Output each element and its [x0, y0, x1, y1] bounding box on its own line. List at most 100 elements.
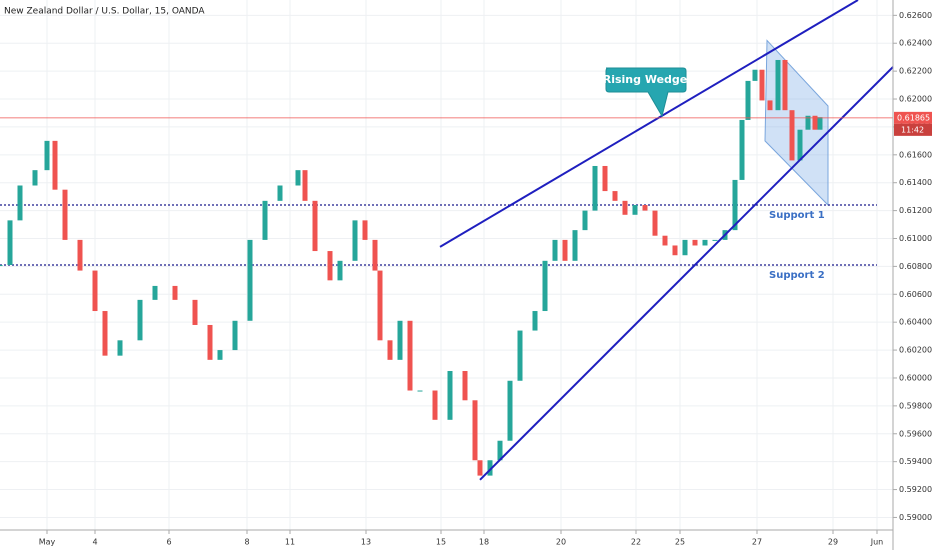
- chart-title: New Zealand Dollar / U.S. Dollar, 15, OA…: [4, 7, 205, 17]
- y-tick-label: 0.60600: [899, 290, 932, 299]
- candle: [562, 239, 568, 261]
- x-tick-label: May: [39, 538, 56, 547]
- candle: [732, 179, 738, 231]
- candle: [44, 140, 50, 171]
- candle: [7, 220, 13, 265]
- y-tick-label: 0.61400: [899, 178, 932, 187]
- x-tick-label: 25: [675, 538, 685, 547]
- candle: [507, 380, 513, 441]
- x-tick-label: 29: [828, 538, 838, 547]
- candle: [377, 270, 383, 341]
- y-tick-label: 0.61200: [899, 206, 932, 215]
- candle: [702, 239, 708, 246]
- axes: 0.59000 0.59200 0.59400 0.59600 0.59800 0.600…: [39, 11, 932, 547]
- candle: [532, 311, 538, 331]
- candle: [672, 245, 678, 256]
- y-tick-label: 0.60800: [899, 262, 932, 271]
- candle: [622, 200, 628, 215]
- y-tick-label: 0.59400: [899, 457, 932, 466]
- y-tick-label: 0.59800: [899, 401, 932, 410]
- x-tick-label: 27: [752, 538, 762, 547]
- price-label-box: [894, 111, 932, 124]
- candle: [417, 390, 423, 392]
- candle: [752, 69, 758, 81]
- support-label: Support 1: [769, 210, 825, 221]
- candle: [302, 170, 308, 201]
- candle: [372, 239, 378, 271]
- candle: [407, 320, 413, 391]
- x-tick-label: 18: [479, 538, 489, 547]
- trendline: [479, 66, 894, 481]
- y-tick-label: 0.60400: [899, 318, 932, 327]
- y-tick-label: 0.59000: [899, 513, 932, 522]
- candle: [692, 239, 698, 246]
- candle: [62, 189, 68, 240]
- candle: [552, 239, 558, 261]
- x-tick-label: Jun: [870, 538, 884, 547]
- callout-box: [605, 67, 687, 118]
- support-label: Support 2: [769, 270, 825, 281]
- candle: [542, 260, 548, 312]
- y-tick-label: 0.61000: [899, 234, 932, 243]
- candle: [497, 440, 503, 461]
- candle: [17, 185, 23, 221]
- candle: [432, 390, 438, 420]
- candle: [517, 330, 523, 381]
- candle: [387, 340, 393, 360]
- candle: [739, 119, 745, 180]
- candle: [312, 200, 318, 252]
- candle: [487, 460, 493, 476]
- candle: [207, 324, 213, 360]
- candle: [817, 117, 823, 130]
- candle: [77, 239, 83, 271]
- candle: [277, 185, 283, 201]
- candle: [812, 115, 818, 130]
- candle: [592, 165, 598, 211]
- candle: [462, 371, 468, 401]
- candle: [789, 110, 795, 161]
- candle: [745, 80, 751, 120]
- candle: [137, 299, 143, 341]
- x-tick-label: 11: [285, 538, 295, 547]
- candle: [602, 165, 608, 192]
- candle: [775, 59, 781, 111]
- y-tick-label: 0.60000: [899, 373, 932, 382]
- y-tick-label: 0.61600: [899, 150, 932, 159]
- y-tick-label: 0.62000: [899, 95, 932, 104]
- time-label-box: [894, 123, 932, 136]
- x-tick-label: 4: [92, 538, 97, 547]
- time-label: 11:42: [901, 125, 924, 134]
- y-tick-label: 0.59600: [899, 429, 932, 438]
- candle: [327, 251, 333, 281]
- candle: [92, 270, 98, 312]
- x-tick-label: 13: [361, 538, 371, 547]
- candle: [767, 100, 773, 111]
- candle: [217, 350, 223, 360]
- candle: [117, 340, 123, 356]
- candle: [682, 239, 688, 256]
- candle: [352, 220, 358, 261]
- y-tick-label: 0.60200: [899, 346, 932, 355]
- callout-text: Rising Wedge: [603, 73, 688, 86]
- candle: [572, 230, 578, 261]
- candle: [632, 205, 638, 215]
- candle: [447, 371, 453, 420]
- candle: [0, 265, 3, 266]
- candle: [337, 260, 343, 281]
- trendline: [439, 0, 859, 248]
- candle: [712, 239, 718, 241]
- candle: [582, 210, 588, 231]
- candle: [782, 59, 788, 111]
- candle: [759, 69, 765, 101]
- candle: [192, 299, 198, 325]
- candle: [362, 220, 368, 240]
- candle: [652, 210, 658, 236]
- x-tick-label: 15: [436, 538, 446, 547]
- x-tick-label: 22: [631, 538, 641, 547]
- candle: [172, 285, 178, 300]
- y-tick-label: 0.62200: [899, 67, 932, 76]
- candle: [477, 460, 483, 476]
- candle: [642, 205, 648, 211]
